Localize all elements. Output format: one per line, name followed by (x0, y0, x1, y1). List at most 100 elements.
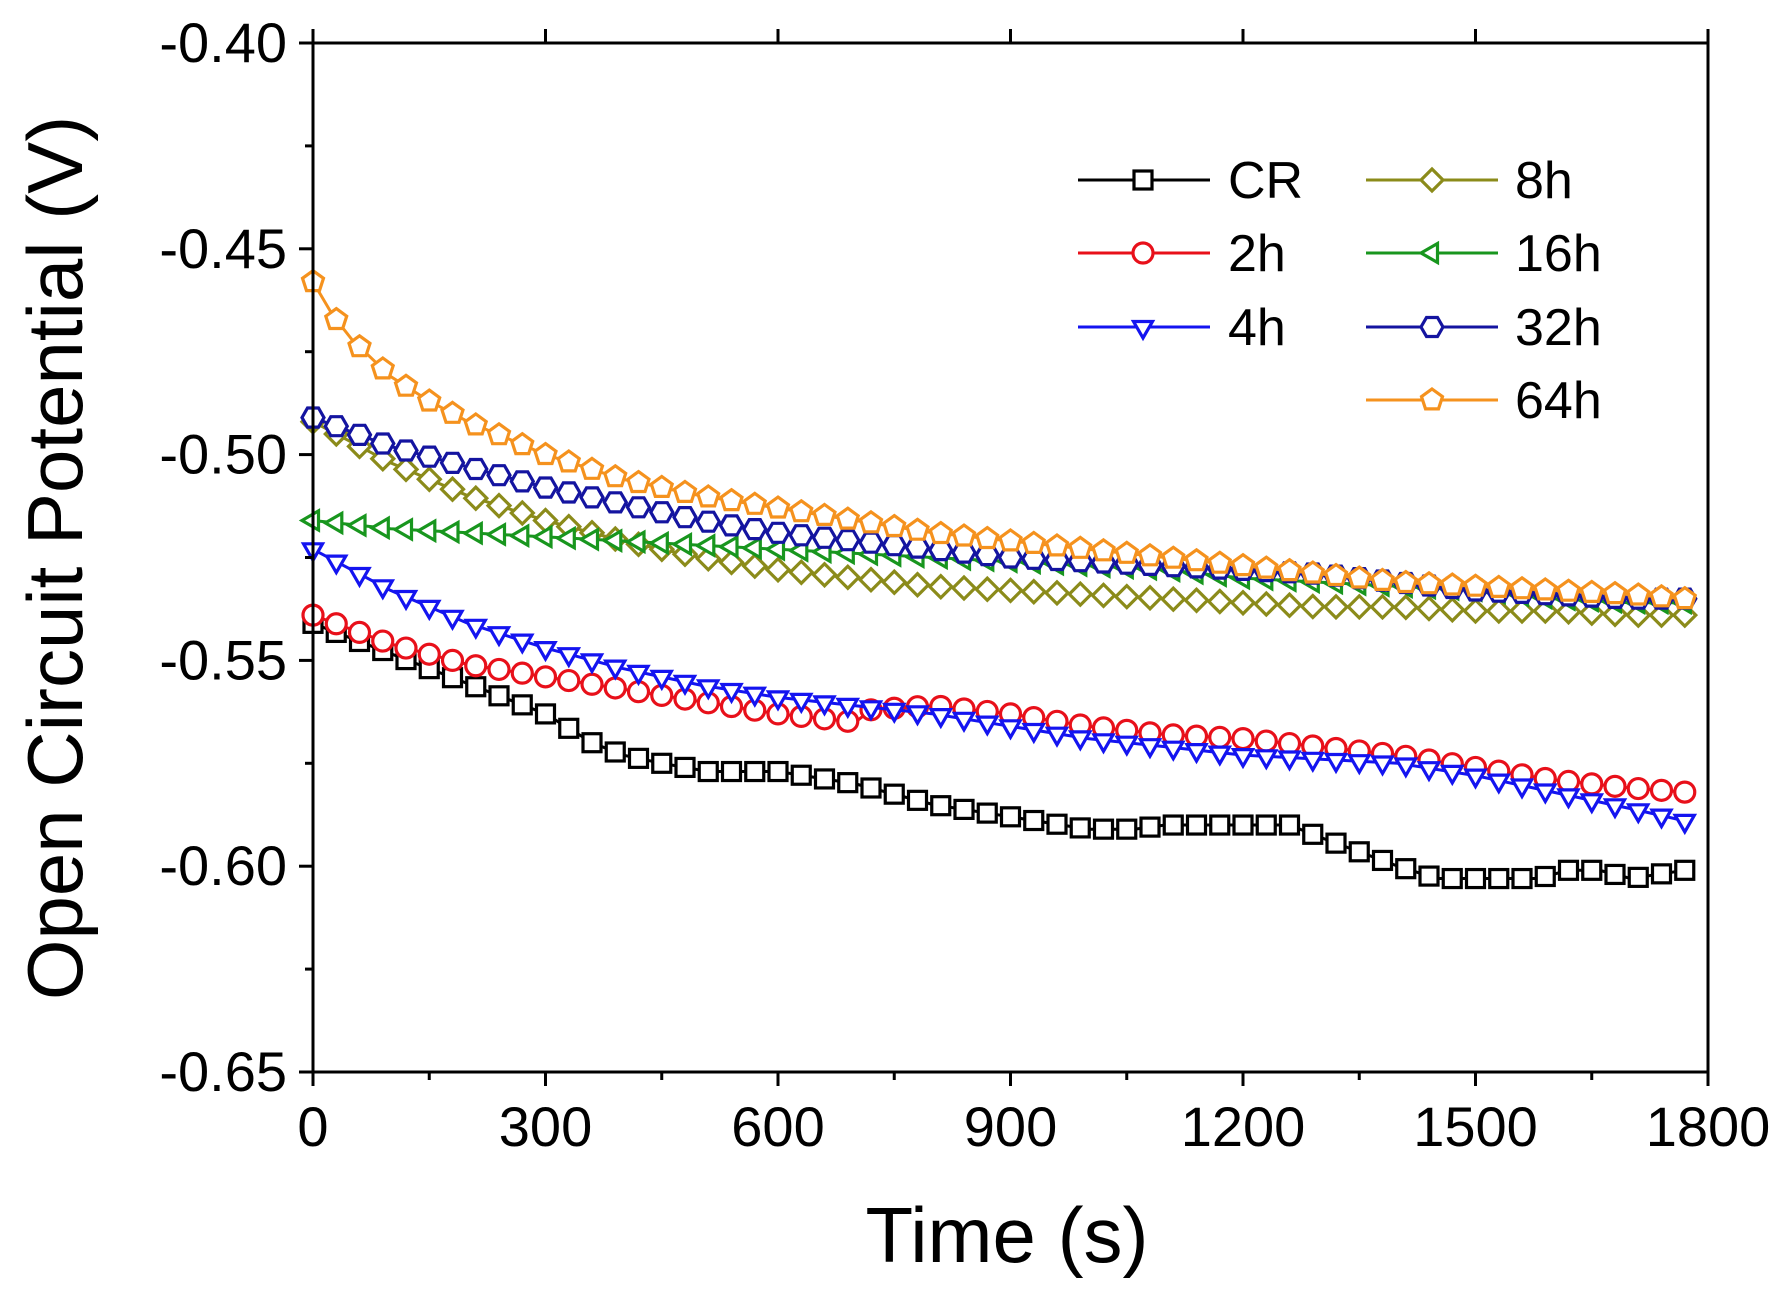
data-point-marker (857, 566, 885, 593)
data-point-marker (1602, 798, 1628, 820)
data-point-marker (440, 648, 465, 673)
data-point-marker (487, 657, 511, 682)
legend-label: 16h (1515, 225, 1602, 283)
y-tick-label: -0.65 (159, 1040, 287, 1103)
data-point-marker (1023, 809, 1045, 832)
data-point-marker (695, 510, 722, 533)
data-point-marker (463, 618, 489, 640)
data-point-marker (625, 496, 652, 519)
data-point-marker (1441, 867, 1463, 890)
data-point-marker (1299, 593, 1327, 620)
data-point-marker (1346, 754, 1372, 776)
data-point-marker (1323, 752, 1349, 775)
data-point-marker (951, 711, 977, 734)
data-point-marker (1603, 774, 1627, 798)
data-point-marker (1532, 783, 1558, 805)
data-point-marker (1160, 585, 1187, 613)
legend-label: 64h (1515, 372, 1602, 430)
data-point-marker (1092, 818, 1115, 840)
y-axis-title: Open Circuit Potential (V) (11, 116, 99, 1000)
data-point-marker (533, 441, 558, 466)
data-point-marker (1255, 814, 1277, 836)
data-point-marker (393, 439, 419, 462)
data-point-marker (1276, 591, 1303, 619)
data-point-marker (740, 535, 762, 561)
data-point-marker (1044, 726, 1070, 748)
data-point-marker (950, 574, 978, 602)
data-point-marker (416, 388, 442, 412)
data-point-marker (670, 532, 693, 557)
data-point-marker (298, 508, 321, 533)
data-point-marker (509, 499, 536, 527)
data-point-marker (1604, 863, 1626, 886)
data-point-marker (322, 510, 344, 536)
data-point-marker (1114, 735, 1140, 757)
data-point-marker (649, 669, 675, 692)
data-point-marker (1419, 387, 1445, 411)
data-point-marker (1393, 569, 1419, 594)
data-point-marker (858, 700, 884, 722)
data-point-marker (534, 703, 557, 725)
data-point-marker (1302, 823, 1324, 845)
data-point-marker (1207, 745, 1233, 767)
data-point-marker (1067, 730, 1093, 752)
data-point-marker (439, 451, 466, 474)
data-point-marker (1160, 740, 1186, 762)
data-point-marker (906, 789, 929, 811)
data-point-marker (694, 533, 716, 558)
data-point-marker (1229, 589, 1257, 617)
data-point-marker (1231, 727, 1255, 751)
data-point-marker (974, 525, 1000, 550)
data-point-marker (347, 620, 372, 645)
data-point-marker (881, 533, 908, 557)
data-point-marker (393, 589, 419, 612)
data-point-marker (1581, 859, 1603, 881)
data-point-marker (371, 629, 395, 653)
data-point-marker (581, 732, 603, 754)
data-point-marker (1132, 169, 1154, 191)
data-point-marker (1160, 545, 1186, 569)
data-point-marker (1323, 562, 1349, 587)
data-point-marker (556, 647, 582, 669)
data-point-marker (370, 356, 396, 380)
data-point-marker (1579, 793, 1605, 815)
data-point-marker (1627, 866, 1649, 888)
data-point-marker (788, 498, 814, 523)
data-point-marker (1557, 859, 1580, 881)
data-point-marker (1184, 547, 1209, 572)
data-point-marker (1509, 778, 1535, 800)
x-tick-label: 1800 (1646, 1095, 1771, 1158)
data-point-marker (1672, 585, 1698, 610)
data-point-marker (718, 514, 745, 537)
data-point-marker (440, 609, 465, 632)
data-point-marker (1253, 749, 1279, 771)
data-point-marker (1253, 555, 1279, 579)
data-point-marker (1137, 542, 1163, 567)
data-point-marker (1139, 816, 1161, 838)
data-point-marker (1348, 841, 1370, 863)
data-point-marker (1486, 773, 1512, 795)
data-point-marker (486, 626, 512, 648)
data-point-marker (765, 521, 791, 544)
data-point-marker (1580, 772, 1604, 796)
data-point-marker (461, 520, 483, 546)
data-point-marker (558, 717, 580, 739)
data-point-marker (579, 456, 605, 480)
data-point-marker (323, 554, 349, 576)
data-point-marker (928, 520, 954, 545)
data-point-marker (1136, 584, 1164, 612)
data-point-marker (393, 373, 419, 397)
data-point-marker (1369, 593, 1396, 621)
data-point-marker (1416, 570, 1442, 595)
x-tick-label: 300 (499, 1095, 592, 1158)
data-point-marker (927, 573, 955, 600)
data-point-marker (1277, 557, 1302, 582)
data-point-marker (1534, 865, 1556, 888)
data-point-marker (860, 777, 882, 799)
data-point-marker (323, 415, 350, 438)
data-point-marker (1278, 814, 1301, 836)
data-point-marker (1232, 814, 1254, 836)
data-point-marker (1021, 722, 1047, 745)
data-point-marker (672, 479, 698, 503)
data-point-marker (837, 772, 859, 794)
